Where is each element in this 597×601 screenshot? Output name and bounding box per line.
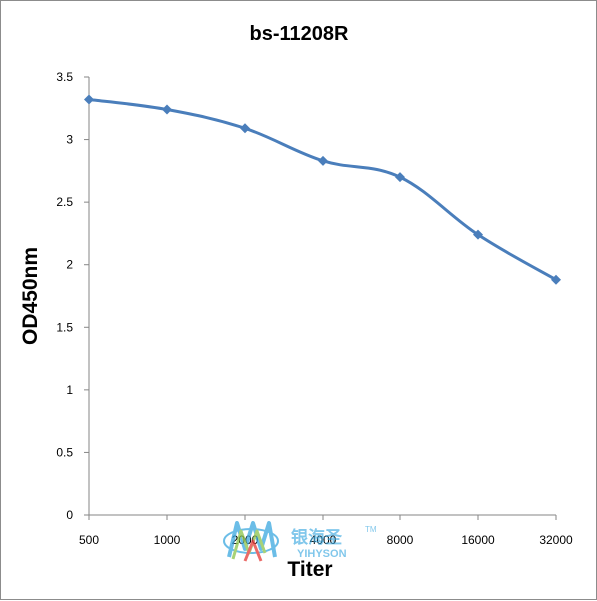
y-ticks: 0 0.5 1 1.5 2 2.5 3 3.5 [56,70,89,522]
watermark-logo: 银海圣 TM YIHYSON [223,521,377,562]
data-point-marker [318,155,328,166]
y-tick-label: 0.5 [56,445,73,459]
x-tick-label: 4000 [310,533,337,547]
y-tick-label: 1 [66,383,73,397]
y-axis-title: OD450nm [19,247,42,345]
data-point-marker [395,172,405,183]
data-point-marker [240,123,250,134]
data-point-marker [84,94,94,105]
x-tick-label: 16000 [461,533,495,547]
y-tick-label: 3.5 [56,70,73,84]
y-tick-label: 3 [66,133,73,147]
data-point-marker [162,104,172,115]
logo-text-en: YIHYSON [297,548,347,560]
series-line [88,98,557,282]
x-axis-title: Titer [287,558,332,581]
x-tick-label: 8000 [387,533,414,547]
y-tick-label: 0 [66,508,73,522]
y-tick-label: 2 [66,258,73,272]
series-layer [84,94,561,285]
chart-title: bs-11208R [250,23,350,45]
x-tick-label: 1000 [154,533,181,547]
y-tick-label: 1.5 [56,320,73,334]
logo-text-cn: 银海圣 [291,527,343,548]
axes [88,77,556,516]
logo-tm: TM [365,525,377,534]
x-tick-label: 500 [79,533,99,547]
data-point-marker [551,274,561,285]
y-tick-label: 2.5 [56,195,73,209]
logo-emblem-icon [223,521,279,562]
data-point-marker [473,229,483,240]
x-tick-label: 32000 [539,533,573,547]
